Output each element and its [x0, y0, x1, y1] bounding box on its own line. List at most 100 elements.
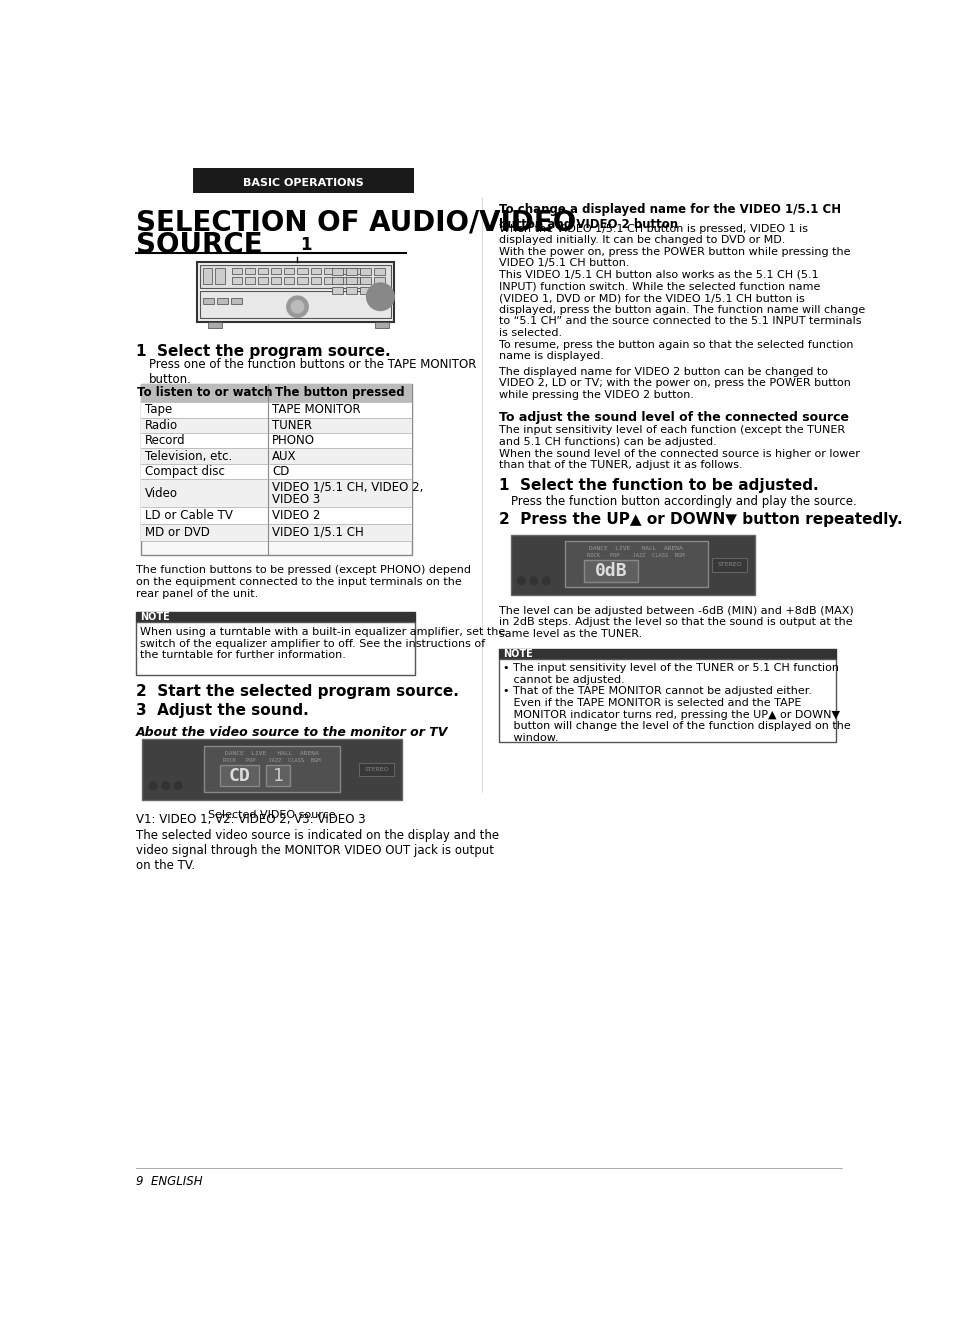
Bar [142, 739, 402, 800]
Text: • The input sensitivity level of the TUNER or 5.1 CH function
   cannot be adjus: • The input sensitivity level of the TUN… [502, 663, 850, 743]
Text: LD or Cable TV: LD or Cable TV [145, 509, 233, 521]
Bar [350, 269, 360, 274]
Text: V1: VIDEO 1, V2: VIDEO 2, V3: VIDEO 3: V1: VIDEO 1, V2: VIDEO 2, V3: VIDEO 3 [136, 813, 366, 826]
Circle shape [150, 782, 157, 790]
Circle shape [286, 295, 308, 317]
Bar [311, 278, 320, 283]
Text: The displayed name for VIDEO 2 button can be changed to
VIDEO 2, LD or TV; with : The displayed name for VIDEO 2 button ca… [498, 366, 850, 400]
Text: The level can be adjusted between -6dB (MIN) and +8dB (MAX)
in 2dB steps. Adjust: The level can be adjusted between -6dB (… [498, 606, 853, 639]
Bar [271, 269, 281, 274]
Bar [346, 269, 356, 275]
Bar [266, 765, 290, 786]
Bar [332, 278, 343, 285]
Circle shape [517, 578, 525, 584]
Bar [350, 278, 360, 283]
Text: STEREO: STEREO [365, 767, 389, 771]
Circle shape [174, 782, 182, 790]
Bar [203, 298, 213, 303]
Bar [359, 762, 394, 777]
Bar [245, 269, 254, 274]
Bar [208, 322, 222, 328]
Text: STEREO: STEREO [717, 562, 741, 567]
Text: Tape: Tape [145, 404, 172, 416]
Text: VIDEO 2: VIDEO 2 [272, 509, 320, 521]
Bar [199, 265, 391, 289]
Bar [332, 286, 343, 294]
Bar [284, 269, 294, 274]
Text: CD: CD [229, 766, 250, 785]
Bar [204, 746, 340, 792]
Text: VIDEO 1/5.1 CH: VIDEO 1/5.1 CH [272, 525, 363, 539]
Circle shape [162, 782, 170, 790]
Bar [141, 417, 412, 433]
Bar [498, 659, 835, 742]
Bar [311, 269, 320, 274]
Text: Compact disc: Compact disc [145, 465, 225, 479]
Text: TUNER: TUNER [272, 418, 312, 432]
Text: DANCE  LIVE   HALL  ARENA: DANCE LIVE HALL ARENA [589, 545, 682, 551]
Circle shape [366, 283, 394, 310]
Bar [196, 262, 394, 322]
Bar [141, 433, 412, 448]
Text: Video: Video [145, 487, 177, 500]
Text: 0dB: 0dB [595, 562, 627, 580]
Bar [297, 269, 307, 274]
Bar [332, 269, 343, 275]
Bar [231, 298, 241, 303]
Text: Television, etc.: Television, etc. [145, 449, 232, 463]
Bar [141, 524, 412, 541]
Text: 2  Start the selected program source.: 2 Start the selected program source. [136, 685, 458, 699]
Bar [257, 278, 268, 283]
Bar [583, 560, 638, 582]
Bar [374, 278, 385, 285]
Bar [375, 322, 389, 328]
Text: 1: 1 [299, 237, 311, 254]
Text: 1  Select the function to be adjusted.: 1 Select the function to be adjusted. [498, 477, 818, 492]
Text: Press the function button accordingly and play the source.: Press the function button accordingly an… [511, 496, 856, 508]
Bar [232, 278, 241, 283]
Bar [215, 269, 224, 283]
Text: 9  ENGLISH: 9 ENGLISH [136, 1175, 203, 1189]
Text: DANCE  LIVE   HALL  ARENA: DANCE LIVE HALL ARENA [225, 751, 318, 755]
Text: 1  Select the program source.: 1 Select the program source. [136, 344, 391, 358]
Bar [141, 448, 412, 464]
Text: BASIC OPERATIONS: BASIC OPERATIONS [242, 178, 363, 187]
Text: ROCK   POP    JAZZ  CLASS  BGM: ROCK POP JAZZ CLASS BGM [587, 554, 684, 558]
Text: About the video source to the monitor or TV: About the video source to the monitor or… [136, 726, 448, 738]
Bar [360, 278, 371, 285]
Text: To adjust the sound level of the connected source: To adjust the sound level of the connect… [498, 412, 848, 424]
Text: TAPE MONITOR: TAPE MONITOR [272, 404, 360, 416]
Text: Press one of the function buttons or the TAPE MONITOR
button.: Press one of the function buttons or the… [149, 357, 476, 385]
Bar [141, 384, 412, 555]
Bar [136, 612, 415, 623]
Bar [564, 541, 707, 587]
Bar [346, 278, 356, 285]
Text: VIDEO 3: VIDEO 3 [272, 492, 320, 505]
Text: Radio: Radio [145, 418, 178, 432]
Text: Record: Record [145, 435, 185, 447]
Circle shape [542, 578, 550, 584]
Bar [510, 535, 754, 595]
Text: PHONO: PHONO [272, 435, 314, 447]
Bar [141, 384, 412, 402]
Text: 2  Press the UP▲ or DOWN▼ button repeatedly.: 2 Press the UP▲ or DOWN▼ button repeated… [498, 512, 902, 527]
Bar [346, 286, 356, 294]
Bar [245, 278, 254, 283]
Text: 3  Adjust the sound.: 3 Adjust the sound. [136, 702, 309, 718]
Bar [141, 402, 412, 417]
Text: The button pressed: The button pressed [275, 386, 404, 400]
Bar [199, 291, 391, 317]
Text: VIDEO 1/5.1 CH, VIDEO 2,: VIDEO 1/5.1 CH, VIDEO 2, [272, 480, 423, 493]
Text: 1: 1 [273, 766, 283, 785]
Text: ROCK   POP    JAZZ  CLASS  BGM: ROCK POP JAZZ CLASS BGM [223, 758, 320, 763]
Text: To listen to or watch: To listen to or watch [136, 386, 272, 400]
Text: When using a turntable with a built-in equalizer amplifier, set the
switch of th: When using a turntable with a built-in e… [140, 627, 505, 660]
Text: SOURCE: SOURCE [136, 231, 263, 259]
Text: CD: CD [272, 465, 289, 479]
Bar [141, 464, 412, 479]
Bar [336, 269, 347, 274]
Circle shape [291, 301, 303, 313]
Bar [216, 298, 228, 303]
Bar [711, 558, 746, 572]
Circle shape [530, 578, 537, 584]
